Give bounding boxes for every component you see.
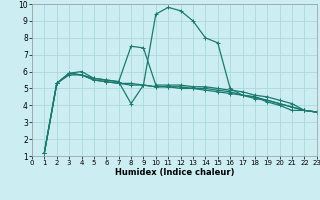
X-axis label: Humidex (Indice chaleur): Humidex (Indice chaleur): [115, 168, 234, 177]
